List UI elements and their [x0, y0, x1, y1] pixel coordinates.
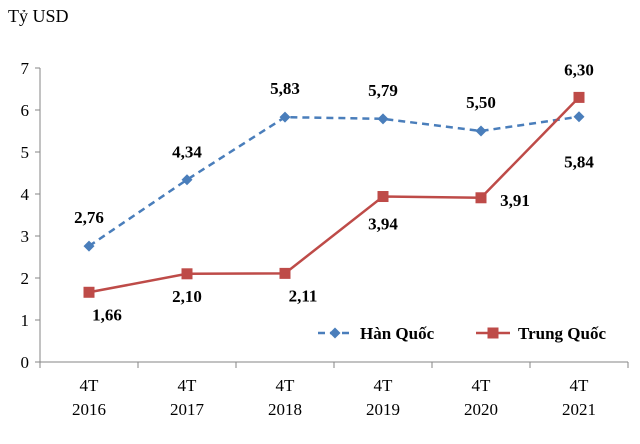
- series-lines: [88, 96, 580, 294]
- data-label: 3,91: [500, 191, 530, 210]
- y-tick-label: 5: [21, 143, 30, 162]
- y-tick-label: 1: [21, 311, 30, 330]
- data-point: [573, 111, 585, 123]
- x-tick-label: 2020: [464, 400, 498, 419]
- data-point: [377, 113, 389, 125]
- x-tick-label: 2021: [562, 400, 596, 419]
- legend: Hàn Quốc Trung Quốc: [318, 324, 606, 343]
- y-tick-label: 2: [21, 269, 30, 288]
- y-tick-label: 0: [21, 353, 30, 372]
- x-tick-label: 2016: [72, 400, 106, 419]
- data-label: 1,66: [92, 305, 122, 324]
- data-point: [279, 267, 291, 279]
- data-label: 2,11: [289, 286, 318, 305]
- data-label: 6,30: [564, 60, 594, 79]
- x-tick-label: 2018: [268, 400, 302, 419]
- x-tick-label: 4T: [80, 376, 100, 395]
- unit-label: Tỷ USD: [8, 6, 69, 26]
- x-tick-label: 4T: [570, 376, 590, 395]
- x-tick-label: 4T: [374, 376, 394, 395]
- data-point: [83, 240, 95, 252]
- x-tick-label: 4T: [472, 376, 492, 395]
- series-line: [88, 115, 580, 248]
- y-tick-label: 4: [21, 185, 30, 204]
- x-tick-label: 2019: [366, 400, 400, 419]
- series-markers: [83, 91, 585, 298]
- legend-label: Trung Quốc: [518, 324, 606, 343]
- axes: 0 1 2 3 4 5 6 7 4T 2016 4T 2017 4T 2018 4T 2019 4T 2020 4T…: [21, 59, 629, 419]
- data-point: [377, 191, 389, 203]
- data-label: 5,83: [270, 79, 300, 98]
- data-point: [181, 174, 193, 186]
- data-label: 2,10: [172, 287, 202, 306]
- legend-swatch-marker: [487, 327, 499, 339]
- series-line: [88, 96, 580, 294]
- y-tick-label: 6: [21, 101, 30, 120]
- y-tick-label: 7: [21, 59, 30, 78]
- data-label: 2,76: [74, 208, 104, 227]
- data-point: [181, 268, 193, 280]
- x-tick-label: 4T: [276, 376, 296, 395]
- data-label: 5,79: [368, 81, 398, 100]
- data-point: [475, 192, 487, 204]
- legend-swatch-marker: [329, 327, 341, 339]
- data-label: 4,34: [172, 143, 202, 162]
- data-point: [83, 286, 95, 298]
- data-label: 5,84: [564, 153, 594, 172]
- x-tick-label: 4T: [178, 376, 198, 395]
- data-point: [475, 125, 487, 137]
- data-labels: 2,76 4,34 5,83 5,79 5,50 5,84 1,66 2,10 2,11 3,94…: [74, 60, 594, 324]
- x-tick-label: 2017: [170, 400, 205, 419]
- y-tick-label: 3: [21, 227, 30, 246]
- legend-label: Hàn Quốc: [360, 324, 435, 343]
- data-point: [573, 91, 585, 103]
- data-point: [279, 111, 291, 123]
- data-label: 3,94: [368, 215, 398, 234]
- data-label: 5,50: [466, 93, 496, 112]
